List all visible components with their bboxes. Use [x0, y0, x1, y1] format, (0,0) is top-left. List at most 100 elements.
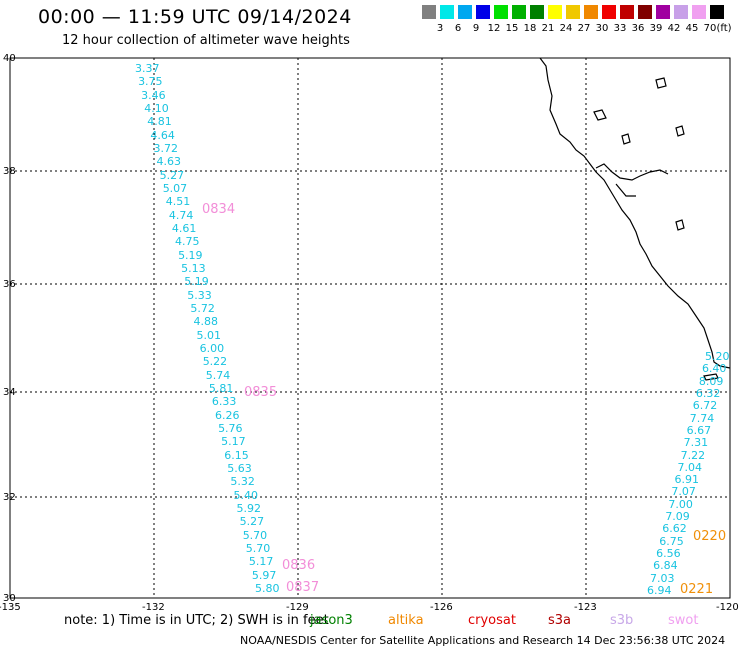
wave-height-label: 5.33: [187, 288, 212, 302]
coastline: [539, 57, 731, 381]
legend-label: 6: [454, 23, 462, 34]
lat-tick-label: 36: [3, 279, 16, 290]
wave-height-label: 6.67: [686, 423, 712, 437]
wave-height-label: 4.74: [168, 208, 194, 222]
legend-swatch: [638, 5, 652, 19]
pass-time-label: 0221: [680, 582, 714, 597]
wave-height-label: 5.72: [190, 302, 215, 315]
wave-height-label: 4.88: [193, 315, 218, 329]
wave-height-label: 5.32: [230, 475, 255, 489]
satellite-jason3-label: jason3: [310, 613, 353, 628]
legend-swatch: [620, 5, 634, 19]
map-subtitle: 12 hour collection of altimeter wave hei…: [62, 33, 350, 48]
island-3: [621, 133, 631, 145]
wave-height-label: 6.00: [199, 342, 225, 355]
wave-height-label: 4.81: [147, 115, 172, 129]
legend-label: 9: [472, 23, 480, 34]
legend-swatch: [530, 5, 544, 19]
legend-label: 27: [577, 23, 591, 34]
satellite-s3b-label: s3b: [610, 613, 634, 628]
wave-height-label: 3.72: [153, 142, 178, 155]
map-frame: [9, 57, 731, 599]
legend-label: 30: [595, 23, 609, 34]
wave-height-label: 5.63: [227, 462, 252, 475]
wave-height-label: 7.31: [683, 436, 709, 450]
pass-time-label: 0836: [282, 558, 316, 573]
pass-time-label: 0835: [244, 385, 278, 400]
wave-height-label: 5.27: [159, 168, 185, 182]
satellite-s3a-label: s3a: [548, 613, 572, 628]
graticule: [10, 58, 730, 598]
legend-label: 45: [685, 23, 699, 34]
wave-height-label: 5.19: [184, 275, 209, 289]
wave-height-label: 3.46: [141, 88, 166, 102]
legend-swatch: [584, 5, 598, 19]
legend-swatch: [656, 5, 670, 19]
wave-height-label: 6.84: [653, 559, 678, 573]
legend-label: 24: [559, 23, 573, 34]
wave-height-label: 6.40: [701, 362, 727, 376]
wave-height-label: 7.74: [689, 411, 715, 425]
satellite-swot-label: swot: [668, 613, 699, 628]
wave-height-label: 5.27: [239, 515, 265, 529]
legend-label: 70: [703, 23, 717, 34]
wave-height-label: 6.15: [224, 448, 249, 462]
wave-height-label: 5.70: [242, 528, 268, 542]
wave-height-label: 4.75: [175, 235, 200, 249]
wave-height-label: 5.40: [233, 488, 258, 502]
wave-height-label: 5.70: [245, 542, 271, 555]
wave-height-label: 5.17: [248, 555, 274, 569]
legend-swatch: [674, 5, 688, 19]
note-text: note: 1) Time is in UTC; 2) SWH is in fe…: [64, 613, 329, 628]
legend-label: 42: [667, 23, 681, 34]
island-2: [593, 109, 607, 121]
legend-label: 18: [523, 23, 537, 34]
wave-height-label: 6.72: [692, 399, 718, 413]
california-coast: [539, 57, 731, 369]
satellite-altika-label: altika: [388, 613, 424, 628]
legend-label: 12: [487, 23, 501, 34]
wave-height-label: 4.61: [171, 222, 197, 235]
lat-tick-label: 38: [3, 166, 16, 177]
legend-swatch: [476, 5, 490, 19]
wave-height-label: 5.97: [251, 568, 277, 582]
lon-tick-label: -132: [142, 602, 165, 613]
lat-tick-label: 32: [3, 492, 16, 503]
wave-height-label: 5.17: [221, 435, 246, 449]
note-line: note: 1) Time is in UTC; 2) SWH is in fe…: [64, 613, 329, 628]
legend-swatch: [440, 5, 454, 19]
wave-height-label: 7.03: [650, 571, 675, 585]
legend-swatch: [548, 5, 562, 19]
lon-tick-label: -123: [574, 602, 597, 613]
wave-height-label: 6.56: [656, 547, 681, 561]
wave-height-label: 5.01: [196, 328, 222, 342]
legend-label: 39: [649, 23, 663, 34]
lon-tick-label: -135: [0, 602, 21, 613]
wave-height-label: 3.37: [135, 62, 160, 75]
legend-swatch: [422, 5, 436, 19]
pass-time-label: 0834: [202, 202, 236, 217]
wave-height-label: 6.32: [695, 386, 721, 400]
lon-tick-label: -126: [430, 602, 453, 613]
wave-height-label: 7.00: [668, 497, 693, 511]
legend-swatch: [602, 5, 616, 19]
pass-time-label: 0220: [693, 529, 727, 544]
island-4: [675, 125, 685, 137]
map-title: 00:00 — 11:59 UTC 09/14/2024: [38, 6, 352, 28]
legend-swatch: [692, 5, 706, 19]
legend-label: 36: [631, 23, 645, 34]
legend-label: 15: [505, 23, 519, 34]
wave-height-label: 5.20: [705, 350, 730, 363]
wave-height-label: 6.33: [211, 395, 237, 409]
island-1: [655, 77, 667, 89]
wave-height-label: 7.22: [680, 448, 706, 462]
wave-height-label: 4.63: [156, 155, 182, 169]
legend-swatch: [494, 5, 508, 19]
wave-height-label: 5.76: [218, 422, 243, 435]
wave-height-label: 6.26: [215, 408, 240, 422]
wave-height-label: 4.64: [150, 128, 175, 142]
sf-bay: [595, 163, 669, 197]
wave-height-label: 4.10: [144, 102, 169, 115]
lat-tick-label: 30: [3, 593, 16, 604]
